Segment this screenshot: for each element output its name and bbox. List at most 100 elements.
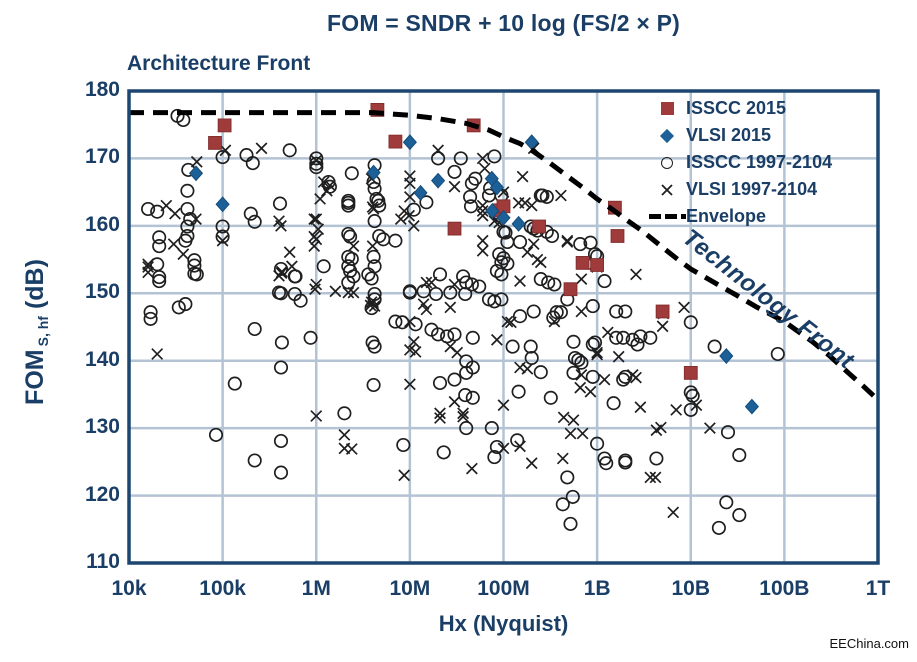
data-point-x (690, 399, 703, 412)
data-point-x (548, 315, 561, 328)
data-point-circle (464, 176, 479, 191)
data-point-x (409, 345, 422, 358)
data-point-x (310, 233, 323, 246)
data-point-diamond (215, 196, 230, 213)
data-point-circle (539, 189, 554, 204)
data-point-circle (587, 335, 603, 350)
data-point-x (394, 213, 407, 226)
data-point-diamond (485, 203, 500, 219)
x-tick-10M: 10M (389, 577, 431, 600)
data-point-x (514, 440, 526, 453)
data-point-x (667, 506, 680, 519)
data-point-circle (152, 230, 167, 245)
y-axis-title-subscript: S, hf (35, 316, 51, 347)
data-point-x (451, 346, 464, 359)
data-point-circle (458, 388, 473, 403)
y-tick-140: 140 (84, 347, 120, 371)
data-point-circle (215, 150, 230, 165)
legend-label: ISSCC 2015 (686, 98, 787, 118)
data-point-circle (719, 495, 734, 510)
legend-label: VLSI 2015 (686, 125, 772, 145)
data-point-circle (316, 259, 331, 274)
data-point-circle (720, 425, 736, 440)
data-point-circle (388, 233, 403, 248)
data-point-circle (303, 330, 318, 345)
data-point-x (630, 371, 642, 384)
data-point-x (567, 414, 580, 427)
data-point-circle (563, 516, 578, 531)
data-point-circle (366, 377, 381, 393)
data-point-x (534, 256, 547, 269)
data-point-circle (732, 508, 747, 523)
data-point-x (366, 240, 379, 253)
data-point-circle (505, 339, 520, 354)
data-point-circle (344, 166, 359, 181)
data-point-circle (367, 339, 382, 354)
data-point-x (556, 452, 569, 465)
data-point-x (142, 261, 155, 273)
data-point-circle (533, 365, 548, 380)
data-point-x (368, 300, 381, 313)
data-point-x (329, 285, 342, 298)
data-point-circle (606, 396, 621, 411)
data-point-circle (243, 206, 258, 221)
data-point-diamond (496, 209, 511, 226)
data-point-x (670, 403, 683, 416)
data-point-circle (215, 229, 230, 244)
data-point-circle (565, 489, 580, 504)
data-point-x (448, 180, 461, 193)
legend-label: ISSCC 1997-2104 (686, 152, 833, 172)
data-point-x (457, 407, 470, 420)
data-point-circle (247, 453, 262, 468)
data-point-circle (566, 334, 581, 349)
data-point-x (564, 427, 577, 440)
data-point-x (317, 176, 330, 188)
data-point-x (476, 152, 489, 165)
data-point-circle (683, 402, 698, 417)
data-point-circle (453, 151, 468, 166)
data-point-x (634, 401, 647, 414)
y-axis-title-unit: (dB) (21, 259, 49, 310)
data-point-circle (573, 237, 588, 252)
data-point-circle (599, 456, 614, 471)
data-point-circle (432, 267, 448, 282)
legend-item-isscc-2015: ISSCC 2015 (648, 95, 832, 122)
data-point-x (407, 219, 420, 232)
data-point-x (345, 443, 358, 455)
data-point-x (403, 177, 416, 190)
data-point-circle (406, 202, 421, 217)
data-point-circle (459, 421, 474, 436)
legend: ISSCC 2015 VLSI 2015 ISSCC 1997-2104 VLS… (648, 95, 832, 230)
data-point-diamond (188, 165, 204, 182)
data-point-x (448, 395, 461, 408)
data-point-circle (376, 232, 391, 247)
data-point-circle (487, 149, 502, 164)
data-point-circle (543, 390, 558, 405)
data-point-circle (152, 239, 167, 254)
data-point-circle (541, 275, 556, 290)
data-point-x (601, 326, 614, 339)
data-point-x (275, 219, 287, 232)
data-point-x (576, 427, 589, 440)
data-point-diamond (402, 134, 417, 151)
data-point-x (521, 246, 534, 259)
data-point-circle (443, 285, 458, 300)
data-point-circle (402, 285, 417, 300)
data-point-circle (309, 151, 324, 166)
data-point-x (151, 348, 164, 360)
legend-item-vlsi-2015: VLSI 2015 (648, 122, 832, 149)
x-tick-1M: 1M (301, 577, 331, 600)
y-tick-130: 130 (84, 415, 120, 439)
data-point-circle (492, 247, 507, 262)
data-point-x (167, 238, 180, 251)
data-point-x (514, 361, 526, 374)
data-point-circle (616, 372, 631, 387)
data-point-circle (215, 219, 230, 234)
data-point-x (584, 385, 597, 398)
y-tick-150: 150 (84, 280, 120, 304)
data-point-circle (178, 297, 193, 312)
data-point-circle (484, 421, 499, 436)
data-point-circle (633, 329, 648, 344)
legend-label: VLSI 1997-2104 (686, 179, 818, 199)
